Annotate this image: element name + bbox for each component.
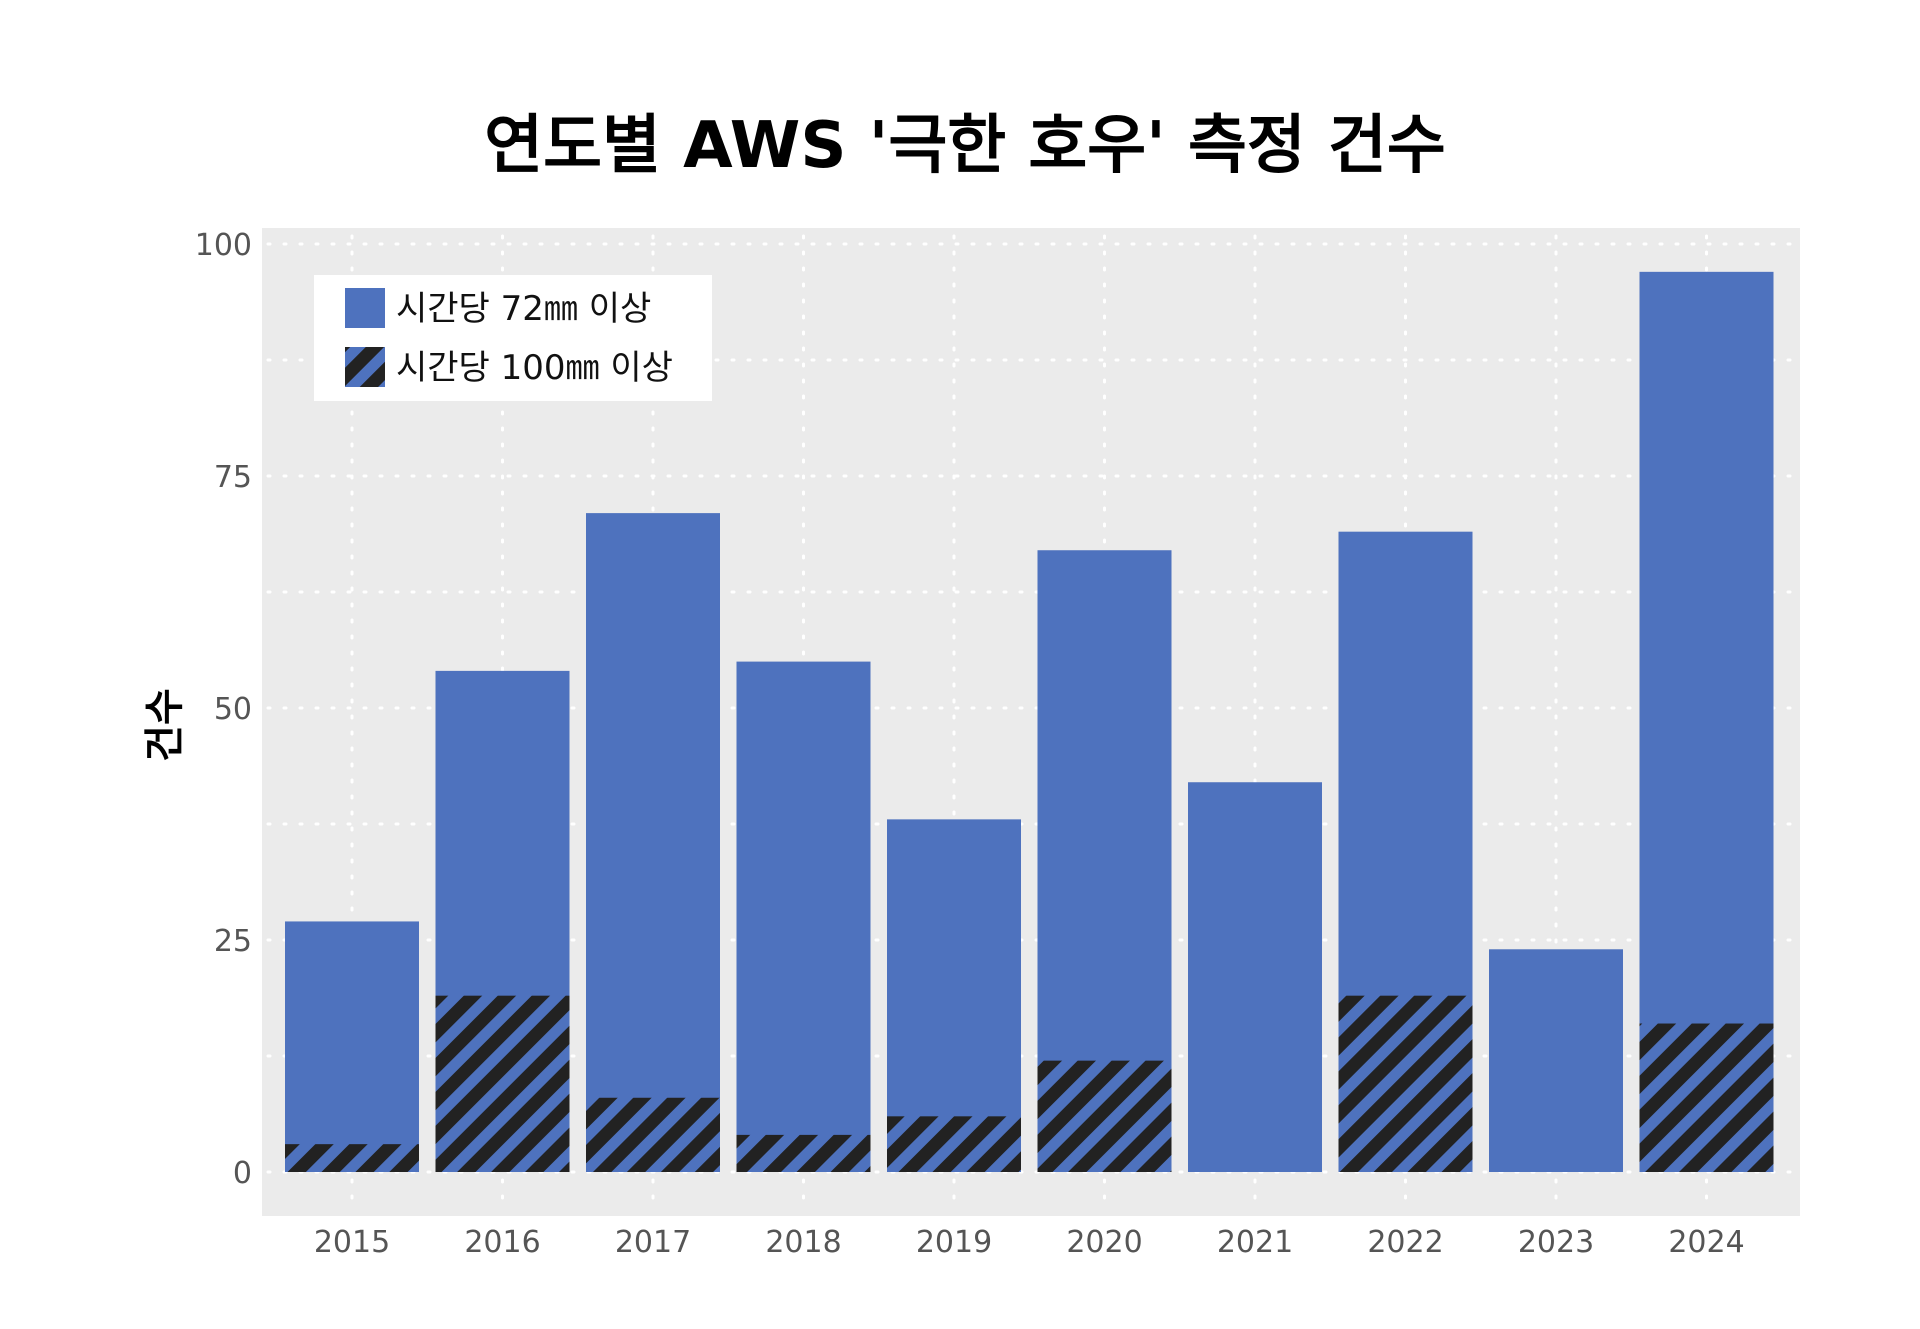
y-tick-label: 75 <box>214 460 252 495</box>
x-tick-label: 2022 <box>1367 1225 1443 1260</box>
y-axis-label: 건수 <box>142 688 188 762</box>
bar-100mm-2022 <box>1338 995 1473 1172</box>
legend-label-72mm: 시간당 72㎜ 이상 <box>396 289 651 329</box>
x-axis-ticks: 2015 2016 2017 2018 2019 2020 2021 2022 2023 2024 <box>314 1225 1745 1260</box>
y-tick-label: 25 <box>214 924 252 959</box>
bar-100mm-2019 <box>887 1116 1021 1172</box>
bar-100mm-2020 <box>1037 1060 1172 1172</box>
bar-72mm-2019 <box>887 819 1021 1172</box>
y-tick-label: 100 <box>195 228 252 263</box>
legend: 시간당 72㎜ 이상 시간당 100㎜ 이상 <box>314 275 712 401</box>
bar-100mm-2017 <box>586 1097 720 1172</box>
y-axis-ticks: 0 25 50 75 100 <box>195 228 252 1191</box>
bar-72mm-2015 <box>285 921 419 1172</box>
legend-swatch-100mm <box>345 347 385 387</box>
x-tick-label: 2017 <box>615 1225 691 1260</box>
legend-label-100mm: 시간당 100㎜ 이상 <box>396 348 673 388</box>
chart-title: 연도별 AWS '극한 호우' 측정 건수 <box>484 109 1446 183</box>
bar-72mm-2018 <box>736 661 871 1172</box>
bar-72mm-2023 <box>1489 949 1623 1172</box>
bar-100mm-2018 <box>736 1134 871 1172</box>
y-tick-label: 0 <box>233 1156 252 1191</box>
bar-100mm-2024 <box>1639 1023 1774 1172</box>
bar-72mm-2021 <box>1188 782 1322 1172</box>
bar-72mm-2024 <box>1639 271 1774 1173</box>
legend-swatch-72mm <box>345 288 385 328</box>
bar-72mm-2017 <box>586 513 720 1172</box>
x-tick-label: 2023 <box>1518 1225 1594 1260</box>
x-tick-label: 2021 <box>1217 1225 1293 1260</box>
bar-100mm-2015 <box>285 1144 419 1172</box>
x-tick-label: 2020 <box>1066 1225 1142 1260</box>
x-tick-label: 2015 <box>314 1225 390 1260</box>
x-tick-label: 2024 <box>1668 1225 1744 1260</box>
y-tick-label: 50 <box>214 692 252 727</box>
bar-100mm-2016 <box>435 995 570 1172</box>
bars <box>285 271 1774 1173</box>
x-tick-label: 2016 <box>464 1225 540 1260</box>
x-tick-label: 2018 <box>765 1225 841 1260</box>
x-tick-label: 2019 <box>916 1225 992 1260</box>
